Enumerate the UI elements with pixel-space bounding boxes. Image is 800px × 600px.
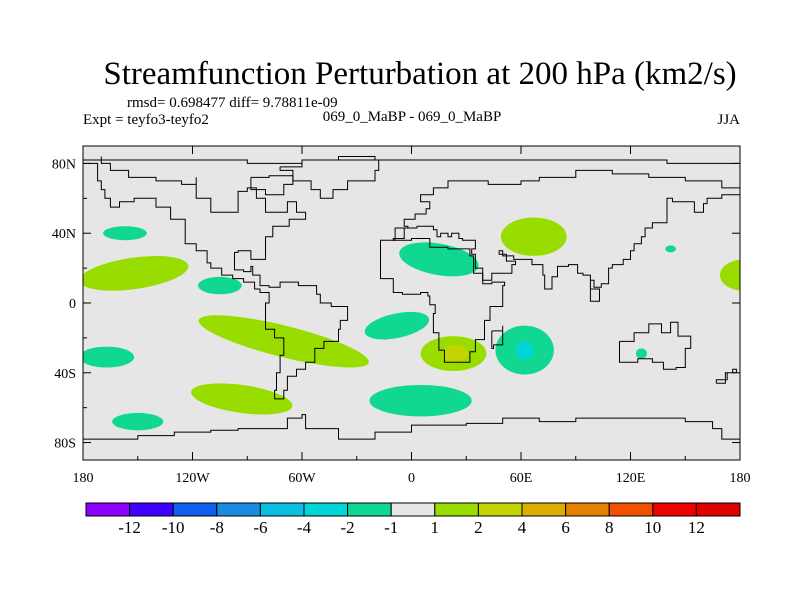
case-label: 069_0_MaBP - 069_0_MaBP xyxy=(323,109,502,125)
colorbar-label: -4 xyxy=(297,518,312,537)
colorbar-swatch xyxy=(216,502,261,517)
colorbar-swatch xyxy=(695,502,741,517)
coastline-baffin xyxy=(250,175,294,196)
coastline-arctic xyxy=(83,156,740,164)
anomaly-south-atlantic-midlat-negative xyxy=(369,384,472,417)
x-tick-label: 0 xyxy=(408,471,415,486)
y-tick-label: 40N xyxy=(52,227,76,242)
colorbar-label: -6 xyxy=(253,518,267,537)
y-tick-label: 0 xyxy=(69,297,76,312)
colorbar-label: 8 xyxy=(605,518,614,537)
experiment-label: Expt = teyfo3-teyfo2 xyxy=(83,112,209,128)
coastline-americas xyxy=(83,156,349,400)
plot-area: 180 120W 60W 0 60E 120E 180 80N 40N 0 40S 80S xyxy=(52,145,751,486)
colorbar-label: -10 xyxy=(162,518,185,537)
anomaly-southern-africa-core xyxy=(442,344,469,363)
colorbar-label: 12 xyxy=(688,518,705,537)
coastline-madagascar xyxy=(491,325,504,349)
y-axis: 80N 40N 0 40S 80S xyxy=(52,157,740,452)
x-tick-label: 180 xyxy=(73,471,94,486)
y-tick-label: 40S xyxy=(54,367,76,382)
colorbar-swatch xyxy=(608,502,654,517)
colorbar-swatch xyxy=(85,502,131,517)
colorbar-swatch xyxy=(259,502,305,517)
colorbar-swatch xyxy=(477,502,523,517)
anomaly-south-pacific-midlat-positive xyxy=(191,383,293,415)
anomaly-northwest-pacific-negative xyxy=(665,245,677,253)
coastline-layer xyxy=(83,156,740,440)
coastline-eurasia-south xyxy=(392,194,740,302)
colorbar-swatch xyxy=(434,502,479,517)
colorbar-label: 4 xyxy=(518,518,527,537)
coastline-eurasia xyxy=(393,169,740,241)
colorbar-swatch xyxy=(347,502,392,517)
x-tick-label: 180 xyxy=(730,471,751,486)
season-label: JJA xyxy=(717,112,740,128)
anomaly-southern-ocean-negative xyxy=(112,412,164,431)
colorbar-swatch xyxy=(129,502,174,517)
x-tick-label: 60W xyxy=(288,471,316,486)
colorbar-label: -1 xyxy=(384,518,398,537)
x-tick-label: 120W xyxy=(175,471,210,486)
colorbar-swatch xyxy=(652,502,697,517)
chart-title: Streamfunction Perturbation at 200 hPa (… xyxy=(103,56,736,92)
anomaly-australia-negative xyxy=(635,348,647,359)
colorbar-swatch xyxy=(303,502,349,517)
anomaly-east-pacific-edge-positive xyxy=(719,259,740,291)
anomaly-tropical-pacific-positive xyxy=(83,256,189,291)
coastline-africa xyxy=(380,238,506,363)
stats-label: rmsd= 0.698477 diff= 9.78811e-09 xyxy=(127,95,338,111)
anomaly-south-pacific-negative xyxy=(83,346,135,368)
anomaly-indian-ocean-core xyxy=(515,341,534,359)
anomaly-central-asia-positive xyxy=(500,217,567,256)
x-tick-label: 60E xyxy=(510,471,533,486)
colorbar-label: 1 xyxy=(431,518,440,537)
coastline-antarctica xyxy=(83,414,740,440)
colorbar-label: -8 xyxy=(210,518,224,537)
x-tick-label: 120E xyxy=(616,471,646,486)
colorbar-swatch xyxy=(390,502,436,517)
anomaly-east-pacific-negative xyxy=(197,276,242,295)
colorbar-label: 10 xyxy=(644,518,661,537)
y-tick-label: 80N xyxy=(52,157,76,172)
x-axis: 180 120W 60W 0 60E 120E 180 xyxy=(73,146,751,486)
colorbar-label: -12 xyxy=(118,518,141,537)
anomaly-south-atlantic-negative xyxy=(364,311,430,340)
colorbar-label: 6 xyxy=(561,518,570,537)
anomaly-mediterranean-negative xyxy=(399,242,479,277)
y-tick-label: 80S xyxy=(54,437,76,452)
colorbar-label: -2 xyxy=(341,518,355,537)
colorbar: -12 -10 -8 -6 -4 -2 -1 1 2 4 6 8 10 12 xyxy=(85,502,741,537)
coastline-australia xyxy=(619,321,692,370)
colorbar-label: 2 xyxy=(474,518,483,537)
anomaly-north-pacific-negative xyxy=(103,226,147,241)
coastline-new-zealand xyxy=(715,368,737,384)
colorbar-swatch xyxy=(172,502,218,517)
colorbar-swatch xyxy=(565,502,610,517)
coastline-greenland xyxy=(279,159,380,199)
colorbar-swatch xyxy=(521,502,567,517)
anomaly-layer xyxy=(83,217,740,431)
